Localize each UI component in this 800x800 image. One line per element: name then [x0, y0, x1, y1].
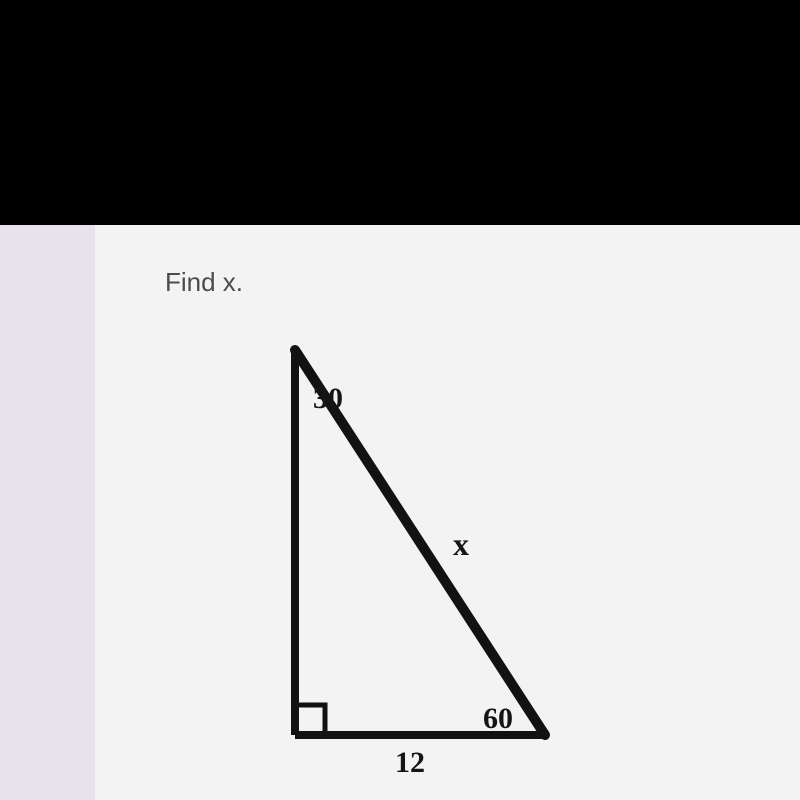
worksheet-page: Find x. 30 60 x 12 [95, 225, 800, 800]
triangle-diagram: 30 60 x 12 [235, 340, 655, 800]
side-x-label: x [453, 526, 469, 562]
letterbox-top [0, 0, 800, 225]
angle-60-label: 60 [483, 702, 513, 735]
question-prompt: Find x. [165, 267, 243, 298]
side-strip [0, 225, 95, 800]
content-area: Find x. 30 60 x 12 [0, 225, 800, 800]
right-angle-marker [295, 705, 325, 735]
side-12-label: 12 [395, 746, 425, 779]
angle-30-label: 30 [313, 382, 343, 415]
